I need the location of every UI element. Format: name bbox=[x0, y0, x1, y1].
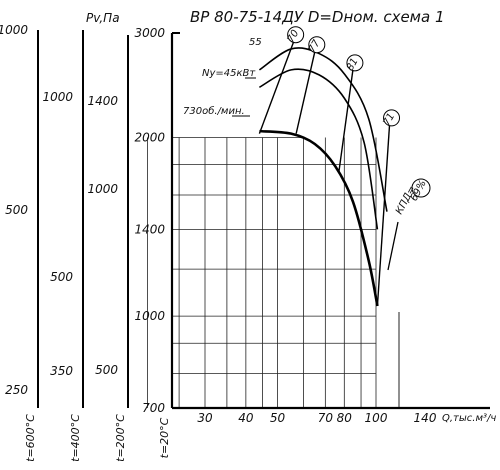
efficiency-circle bbox=[346, 54, 364, 72]
temperature-axis-label: t=20°C bbox=[158, 417, 171, 458]
temperature-axis-tick-label: 1000 bbox=[42, 90, 73, 104]
main-axis-tick-label: 1400 bbox=[134, 222, 165, 236]
temperature-axis-label: t=400°C bbox=[69, 414, 82, 462]
main-axis-tick-label: 3000 bbox=[134, 26, 165, 40]
x-tick-label: 40 bbox=[238, 411, 254, 425]
speed-annotation: 730об./мин. bbox=[183, 105, 245, 117]
efficiency-circle bbox=[287, 26, 305, 44]
power-annotation: Ny=45кВт bbox=[202, 68, 256, 79]
x-tick-label: 50 bbox=[270, 411, 286, 425]
fan-pressure-curve bbox=[259, 129, 379, 307]
main-axis-tick-label: 2000 bbox=[134, 130, 165, 144]
labels-layer: ВР 80-75-14ДУ D=Dном. схема 1 Pv,Па Q,ты… bbox=[0, 8, 496, 462]
x-axis-label: Q,тыс.м³/ч bbox=[442, 413, 496, 424]
temperature-axis-tick-label: 1000 bbox=[87, 182, 118, 196]
temperature-axis-tick-label: 1400 bbox=[87, 94, 118, 108]
efficiency-line bbox=[258, 41, 295, 134]
efficiency-value-circle bbox=[411, 178, 431, 198]
efficiency-line bbox=[338, 69, 354, 172]
chart-title: ВР 80-75-14ДУ D=Dном. схема 1 bbox=[190, 8, 445, 26]
efficiency-line bbox=[376, 124, 391, 307]
power-value-annotation: 55 bbox=[249, 37, 262, 48]
x-tick-label: 140 bbox=[414, 411, 437, 425]
temperature-axis-tick-label: 1000 bbox=[0, 23, 28, 37]
power-curve bbox=[258, 47, 388, 212]
x-tick-label: 100 bbox=[365, 411, 388, 425]
efficiency-circle bbox=[383, 109, 401, 127]
y-axis-label: Pv,Па bbox=[86, 11, 120, 25]
temperature-axis-tick-label: 350 bbox=[50, 364, 73, 378]
grid-layer bbox=[147, 137, 400, 408]
temperature-axis-tick-label: 500 bbox=[95, 363, 118, 377]
temperature-axis-tick-label: 500 bbox=[5, 203, 28, 217]
x-tick-label: 30 bbox=[197, 411, 213, 425]
main-axis-tick-label: 1000 bbox=[134, 309, 165, 323]
power-curve bbox=[258, 68, 379, 230]
efficiency-circle bbox=[308, 36, 326, 54]
temperature-axis-label: t=200°C bbox=[114, 414, 127, 462]
efficiency-leader-line bbox=[387, 221, 399, 271]
efficiency-line bbox=[295, 51, 316, 134]
curves-layer bbox=[232, 26, 431, 307]
x-tick-label: 80 bbox=[337, 411, 353, 425]
temperature-axis-label: t=600°C bbox=[24, 414, 37, 462]
main-axis-tick-label: 700 bbox=[142, 401, 165, 415]
temperature-axis-tick-label: 250 bbox=[5, 383, 28, 397]
temperature-axis-tick-label: 500 bbox=[50, 270, 73, 284]
axes-layer bbox=[37, 30, 490, 410]
x-tick-label: 70 bbox=[318, 411, 334, 425]
